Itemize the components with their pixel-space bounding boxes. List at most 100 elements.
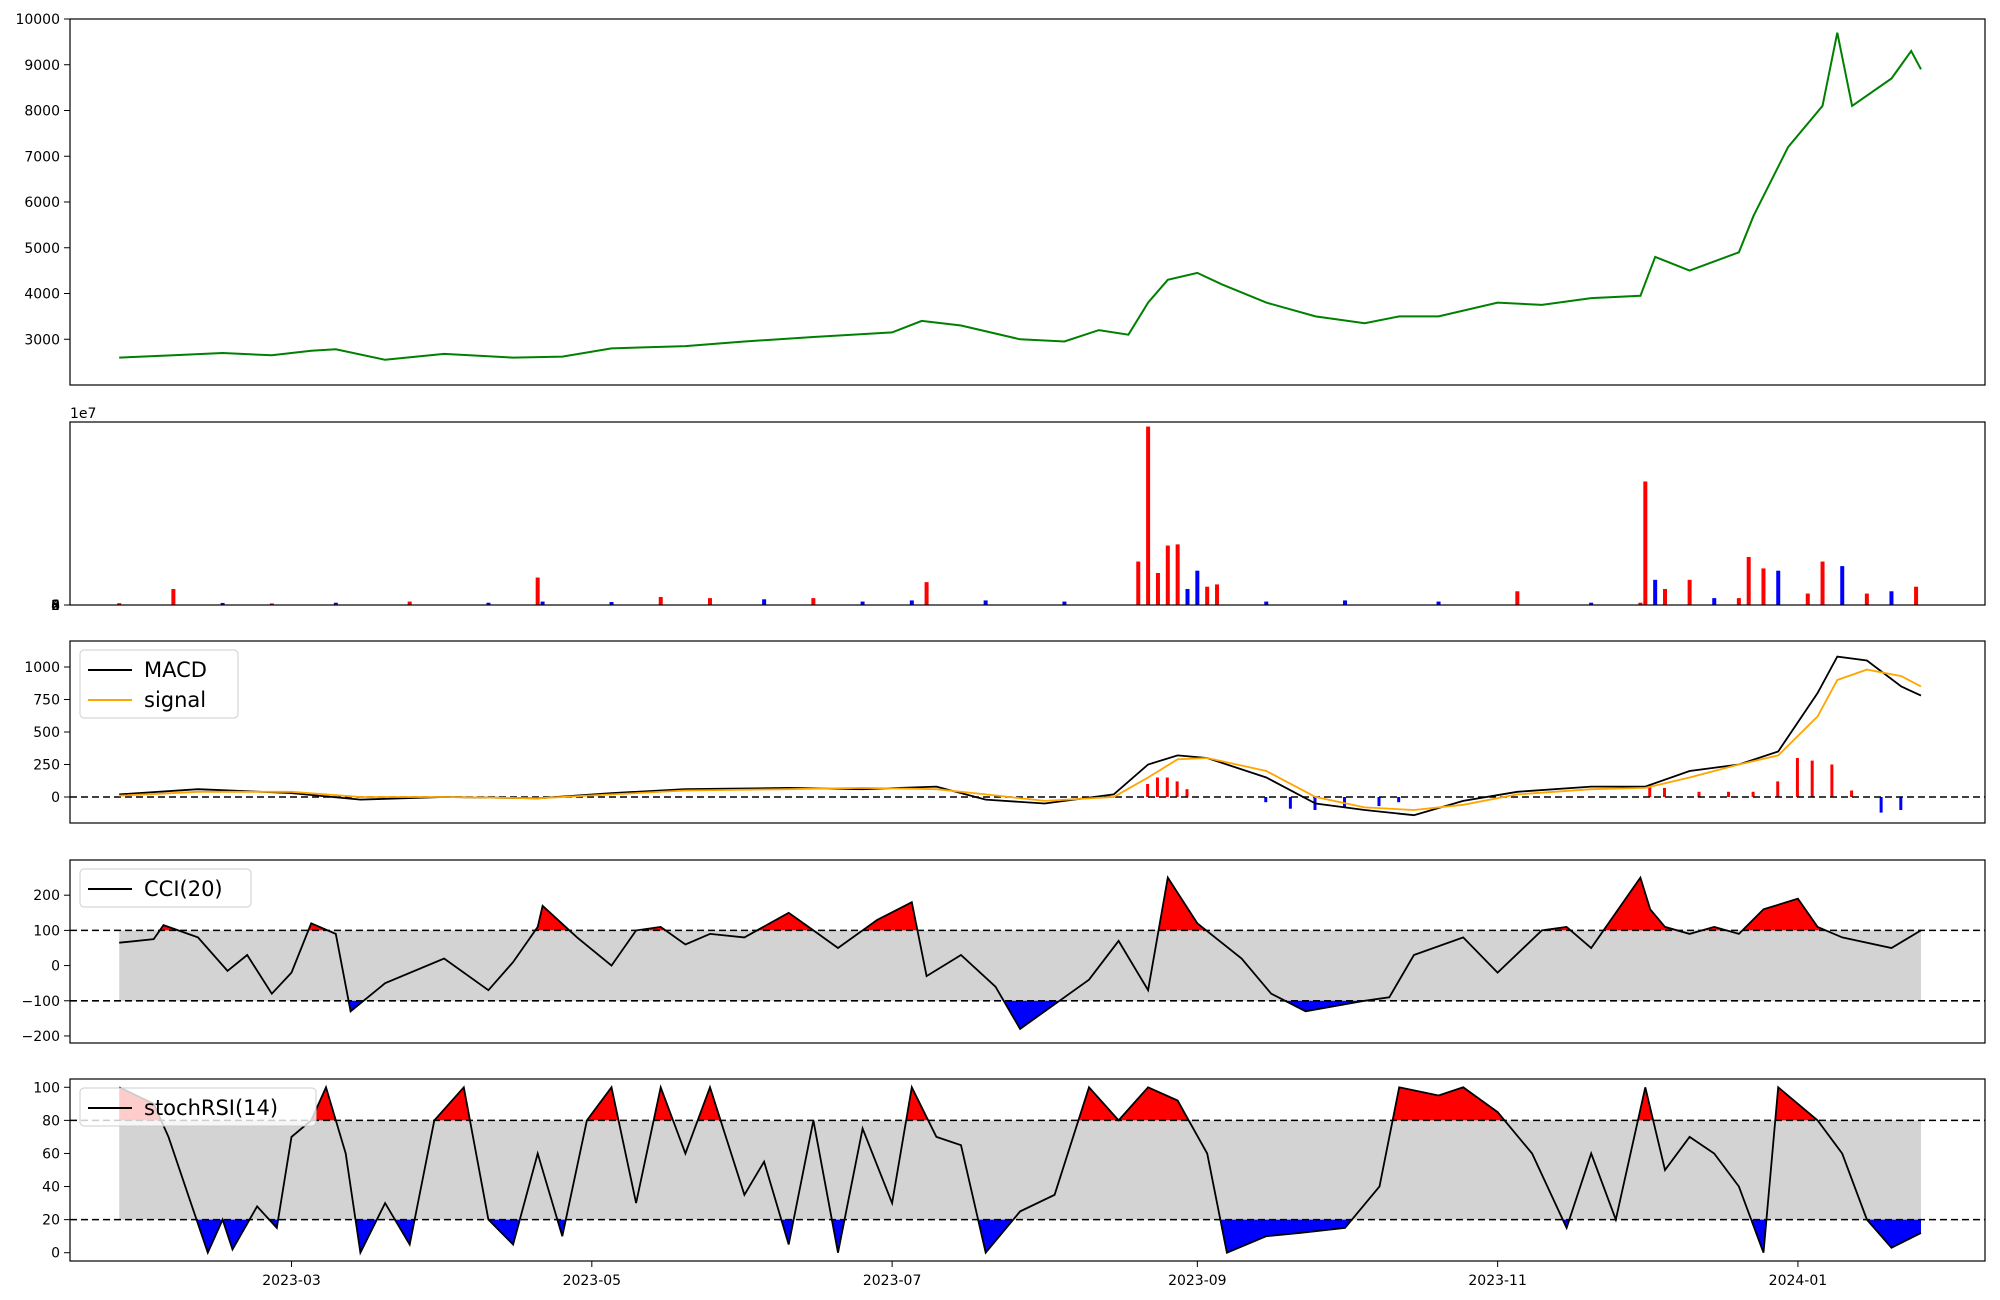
macd-histogram-bar — [1810, 760, 1814, 797]
volume-bar — [1761, 568, 1766, 605]
volume-bar — [269, 603, 274, 605]
volume-bar — [1864, 593, 1869, 605]
volume-bar — [983, 600, 988, 605]
stochrsi-legend-label: stochRSI(14) — [144, 1096, 278, 1120]
volume-bar — [762, 599, 767, 605]
price-axis-tick-label: 4000 — [24, 287, 60, 303]
stochrsi-overbought-fill — [906, 1087, 929, 1121]
stochrsi-oversold-fill — [196, 1219, 223, 1253]
volume-bar — [333, 602, 338, 605]
x-axis-tick-label: 2023-05 — [563, 1273, 622, 1289]
macd-histogram-bar — [1175, 781, 1179, 797]
volume-bar — [1343, 600, 1348, 605]
stochrsi-overbought-fill — [311, 1087, 336, 1121]
stochrsi-overbought-fill — [434, 1087, 470, 1121]
stochrsi-line — [118, 1084, 1922, 1256]
volume-bar — [860, 601, 865, 605]
macd-axis-tick-label: 250 — [33, 758, 60, 774]
volume-bar — [1175, 544, 1180, 605]
volume-bar — [407, 601, 412, 605]
stochrsi-overbought-fill — [653, 1087, 674, 1121]
volume-bar — [1653, 579, 1658, 605]
x-axis-tick-label: 2024-01 — [1769, 1273, 1828, 1289]
volume-bar — [1136, 561, 1141, 605]
volume-bar — [1805, 593, 1810, 605]
volume-bar — [1195, 570, 1200, 605]
macd-histogram-bar — [1397, 797, 1401, 803]
cci-overbought-fill — [862, 902, 918, 931]
macd-histogram-bar — [1751, 791, 1755, 797]
cci-oversold-fill — [1003, 1000, 1060, 1029]
macd-histogram-bar — [1830, 764, 1834, 797]
price-axis-tick-label: 9000 — [24, 58, 60, 74]
volume-panel-frame — [69, 421, 1986, 606]
stochrsi-axis-tick-label: 60 — [42, 1146, 60, 1162]
stochrsi-overbought-fill — [697, 1087, 721, 1121]
macd-histogram-bar — [1185, 789, 1189, 797]
stochrsi-axis-tick-label: 100 — [33, 1080, 60, 1096]
macd-axis-tick-label: 1000 — [24, 660, 60, 676]
stochrsi-oversold-fill — [978, 1219, 1014, 1253]
stochrsi-oversold-fill — [1220, 1219, 1352, 1253]
volume-bar — [1687, 579, 1692, 605]
x-axis-tick-label: 2023-07 — [863, 1273, 922, 1289]
cci-overbought-fill — [1603, 877, 1678, 931]
volume-bar — [1712, 598, 1717, 605]
macd-axis-tick-label: 500 — [33, 725, 60, 741]
volume-axis-tick-label: 4 — [51, 598, 60, 614]
stochrsi-axis-tick-label: 20 — [42, 1213, 60, 1229]
stochrsi-neutral-band — [119, 1120, 1922, 1220]
macd-histogram-bar — [1697, 791, 1701, 797]
macd-legend-label: MACD — [144, 658, 207, 682]
stochrsi-axis-tick-label: 0 — [51, 1246, 60, 1262]
price-axis-tick-label: 8000 — [24, 104, 60, 120]
macd-histogram-bar — [1727, 791, 1731, 797]
volume-bar — [486, 602, 491, 605]
stochrsi-overbought-fill — [1118, 1087, 1189, 1121]
macd-histogram-bar — [1795, 758, 1799, 797]
macd-histogram-bar — [1288, 797, 1292, 809]
macd-histogram-bar — [1663, 787, 1667, 797]
macd-histogram-bar — [1648, 786, 1652, 797]
cci-line — [119, 875, 1922, 1031]
volume-bar — [707, 598, 712, 605]
volume-bar — [1889, 591, 1894, 605]
volume-bar — [909, 600, 914, 605]
cci-overbought-fill — [757, 912, 814, 931]
x-axis-tick-label: 2023-09 — [1168, 1273, 1227, 1289]
stochrsi-oversold-fill — [222, 1219, 250, 1250]
volume-bar — [1185, 588, 1190, 605]
cci-overbought-fill — [535, 905, 570, 931]
macd-histogram-bar — [1879, 797, 1883, 813]
volume-bar — [1663, 588, 1668, 605]
macd-histogram-bar — [1776, 781, 1780, 797]
stochrsi-overbought-fill — [1392, 1087, 1505, 1121]
macd-axis-tick-label: 0 — [51, 790, 60, 806]
volume-bar — [1215, 584, 1220, 605]
stochrsi-oversold-fill — [394, 1219, 415, 1245]
cci-axis-tick-label: 0 — [51, 959, 60, 975]
volume-bar — [1436, 601, 1441, 605]
macd-panel-frame — [69, 640, 1986, 824]
volume-bar — [1736, 598, 1741, 605]
volume-bar — [658, 596, 663, 605]
volume-bar — [220, 602, 225, 605]
volume-bar — [1746, 556, 1751, 605]
x-axis-tick-label: 2023-11 — [1468, 1273, 1527, 1289]
signal-line — [119, 668, 1922, 811]
volume-bar — [1643, 481, 1648, 605]
volume-bar — [1638, 602, 1643, 605]
cci-oversold-fill — [1285, 1000, 1365, 1012]
macd-histogram-bar — [1343, 797, 1347, 808]
volume-bar — [1589, 602, 1594, 605]
stochrsi-overbought-fill — [1637, 1087, 1654, 1121]
stochrsi-overbought-fill — [1078, 1087, 1119, 1121]
volume-bar — [1146, 426, 1151, 605]
cci-overbought-fill — [1742, 898, 1826, 931]
volume-bar — [1062, 601, 1067, 605]
volume-bar — [1264, 601, 1269, 605]
price-axis-tick-label: 6000 — [24, 195, 60, 211]
stochrsi-legend-box — [79, 1087, 317, 1127]
volume-bar — [1515, 591, 1520, 605]
cci-legend-box — [79, 868, 252, 908]
